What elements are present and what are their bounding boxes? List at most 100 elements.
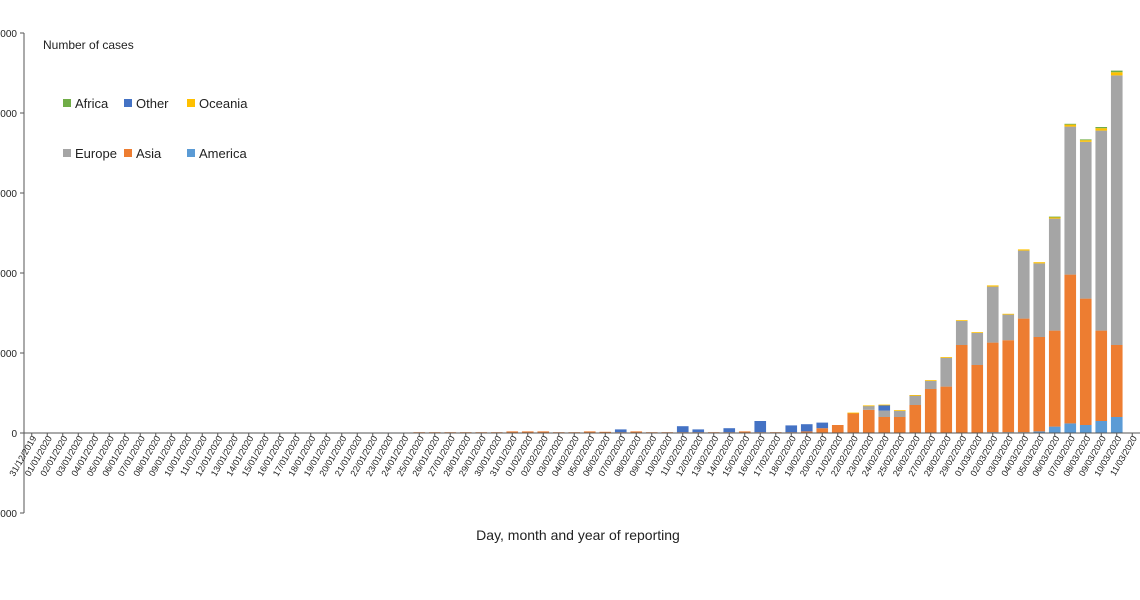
bar-segment-america: [1033, 431, 1046, 433]
bar-segment-europe: [878, 410, 891, 417]
bar-segment-asia: [940, 386, 953, 433]
bar-segment-oceania: [878, 404, 891, 406]
bar-segment-asia: [893, 417, 906, 433]
bar-segment-other: [692, 429, 705, 433]
bar-segment-oceania: [909, 395, 922, 396]
legend: Africa Other Oceania Europe Asia America: [63, 96, 248, 161]
y-tick-label: 2000: [0, 269, 17, 280]
bar-segment-other: [723, 428, 736, 433]
bar-segment-asia: [599, 431, 612, 433]
bar-segment-other: [878, 405, 891, 411]
bar-segment-europe: [955, 321, 968, 345]
bar-segment-europe: [1017, 250, 1030, 319]
bar-segment-europe: [1095, 130, 1108, 331]
x-axis-title: Day, month and year of reporting: [476, 527, 680, 543]
bar-segment-oceania: [862, 405, 875, 407]
bar-segment-africa: [1095, 127, 1108, 129]
bar-segment-asia: [909, 405, 922, 433]
bar-segment-oceania: [893, 410, 906, 411]
bar-segment-asia: [1033, 337, 1046, 432]
bar-segment-asia: [816, 428, 829, 433]
legend-label-america: America: [199, 146, 247, 161]
bar-segment-europe: [1002, 314, 1015, 341]
bar-segment-oceania: [1002, 313, 1015, 315]
bar-segment-america: [1110, 417, 1123, 433]
bar-segment-asia: [1064, 274, 1077, 424]
bar-segment-europe: [909, 395, 922, 405]
bar-segment-europe: [971, 333, 984, 365]
bar-segment-oceania: [924, 380, 937, 381]
bar-segment-oceania: [940, 357, 953, 358]
legend-swatch-africa: [63, 99, 71, 107]
bar-segment-asia: [847, 413, 860, 433]
bar-segment-europe: [1079, 141, 1092, 299]
bar-segment-europe: [940, 357, 953, 387]
y-axis: 1000 0 1000 2000 3000 4000 5000: [0, 29, 25, 520]
bar-segment-oceania: [1064, 124, 1077, 127]
bar-segment-europe: [1048, 218, 1061, 331]
legend-label-oceania: Oceania: [199, 96, 248, 111]
bar-segment-asia: [521, 431, 534, 433]
y-tick-label: 1000: [0, 349, 17, 360]
bar-segment-europe: [1064, 126, 1077, 275]
bar-segment-asia: [971, 365, 984, 433]
bar-segment-america: [1064, 423, 1077, 433]
y-tick-label: 5000: [0, 29, 17, 40]
y-tick-label: 0: [11, 429, 17, 440]
bar-segment-europe: [986, 286, 999, 343]
bars: [413, 70, 1123, 433]
y-axis-title: Number of cases: [43, 38, 134, 52]
legend-label-other: Other: [136, 96, 169, 111]
bar-segment-africa: [1079, 139, 1092, 141]
bar-segment-asia: [1017, 318, 1030, 433]
bar-segment-europe: [893, 410, 906, 417]
bar-segment-asia: [630, 431, 643, 433]
bar-segment-asia: [537, 431, 550, 433]
y-tick-label: 3000: [0, 189, 17, 200]
bar-segment-oceania: [1033, 262, 1046, 264]
bar-segment-other: [754, 421, 767, 433]
bar-segment-oceania: [847, 412, 860, 414]
bar-segment-other: [816, 422, 829, 429]
bar-segment-asia: [862, 409, 875, 433]
bar-segment-asia: [1110, 345, 1123, 417]
bar-segment-asia: [1095, 330, 1108, 421]
bar-segment-asia: [955, 345, 968, 433]
bar-segment-asia: [506, 431, 519, 433]
bar-segment-oceania: [1110, 72, 1123, 76]
bar-segment-oceania: [1095, 128, 1108, 131]
bar-segment-oceania: [1048, 217, 1061, 219]
legend-swatch-europe: [63, 149, 71, 157]
bar-segment-asia: [986, 342, 999, 433]
bar-segment-europe: [1033, 263, 1046, 337]
bar-segment-asia: [924, 389, 937, 433]
bar-segment-asia: [1002, 340, 1015, 433]
bar-segment-asia: [1079, 298, 1092, 425]
bar-segment-other: [676, 426, 689, 433]
bar-segment-asia: [738, 431, 751, 433]
legend-label-africa: Africa: [75, 96, 109, 111]
bar-segment-asia: [831, 425, 844, 433]
bar-segment-other: [785, 425, 798, 433]
legend-label-asia: Asia: [136, 146, 162, 161]
bar-segment-asia: [583, 431, 596, 433]
bar-segment-oceania: [1017, 249, 1030, 251]
bar-segment-asia: [878, 417, 891, 433]
bar-segment-oceania: [986, 285, 999, 287]
bar-segment-europe: [1110, 75, 1123, 346]
y-tick-label: 4000: [0, 109, 17, 120]
bar-segment-oceania: [1079, 140, 1092, 142]
bar-segment-other: [800, 424, 813, 432]
legend-swatch-america: [187, 149, 195, 157]
legend-swatch-oceania: [187, 99, 195, 107]
x-axis: 31/12/201901/01/202002/01/202003/01/2020…: [7, 432, 1140, 478]
bar-segment-africa: [1064, 123, 1077, 125]
legend-swatch-asia: [124, 149, 132, 157]
bar-segment-oceania: [971, 332, 984, 333]
bar-segment-africa: [1048, 216, 1061, 218]
bar-segment-america: [1095, 421, 1108, 433]
bar-segment-europe: [924, 381, 937, 389]
bar-segment-oceania: [955, 320, 968, 321]
bar-segment-asia: [1048, 330, 1061, 427]
